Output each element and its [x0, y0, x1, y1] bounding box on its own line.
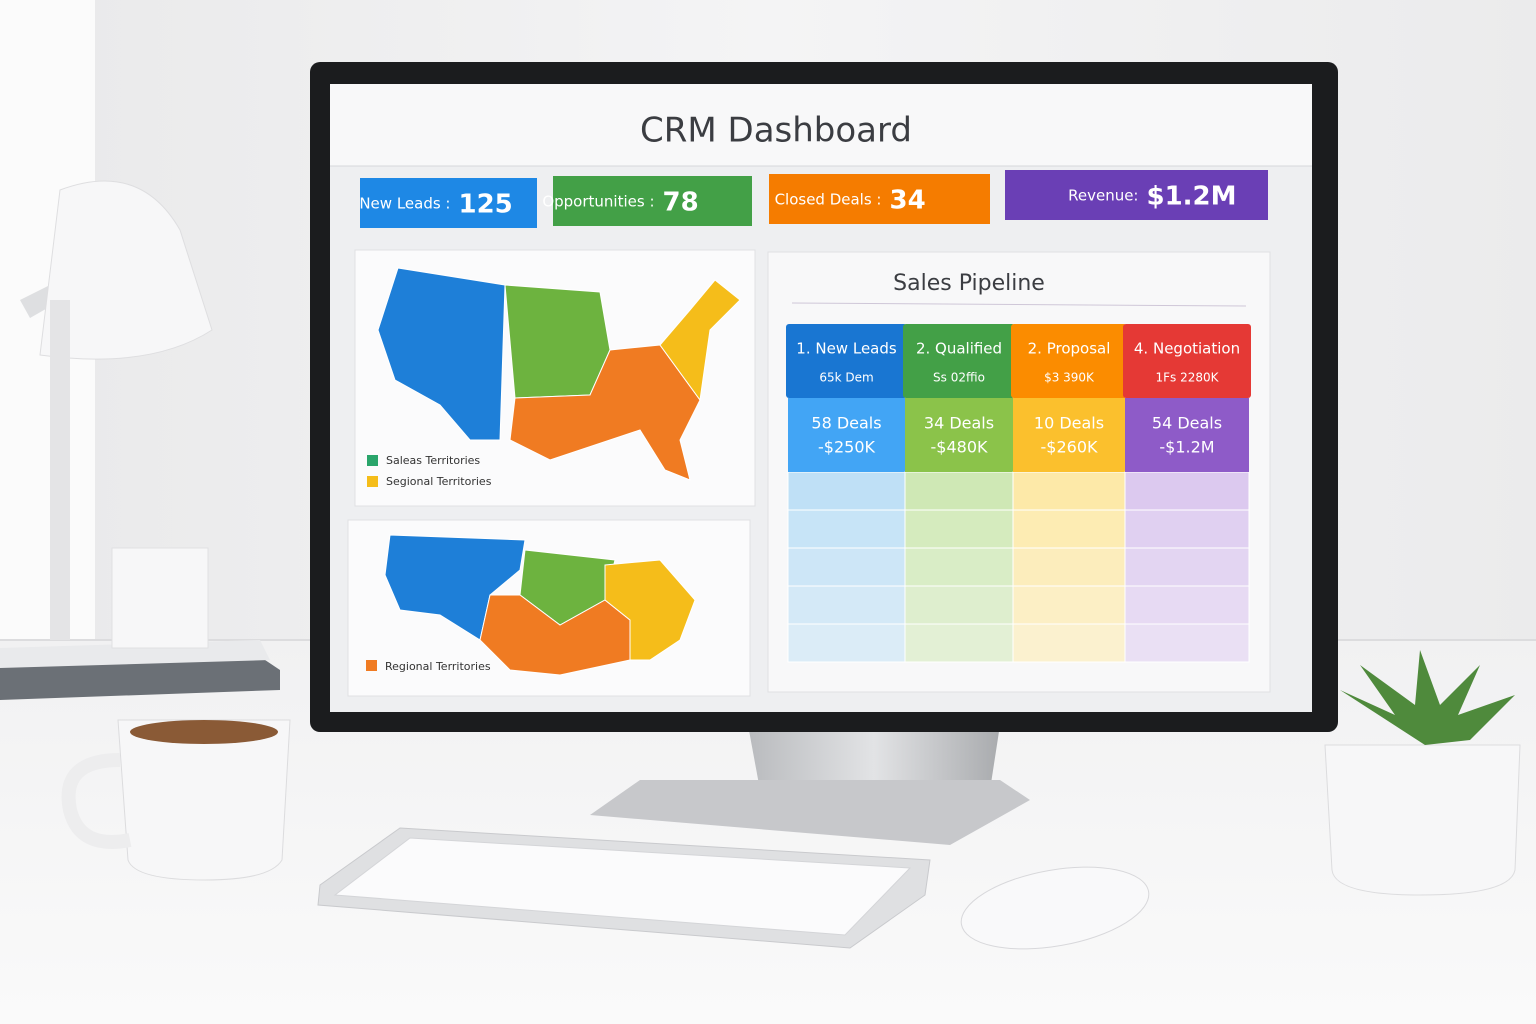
pipeline-row	[904, 509, 1014, 549]
kpi-label: New Leads :	[359, 195, 450, 213]
legend-label: Segional Territories	[386, 475, 492, 488]
legend-swatch	[366, 660, 377, 671]
pipeline-row	[1124, 585, 1250, 625]
kpi-card	[769, 174, 990, 224]
stage-deals: 58 Deals	[811, 414, 881, 433]
mouse	[960, 866, 1150, 950]
pipeline-row	[904, 585, 1014, 625]
stage-name: 1. New Leads	[796, 340, 897, 358]
pipeline-summary	[905, 398, 1013, 472]
pipeline-row	[1124, 509, 1250, 549]
kpi-value: 34	[890, 186, 926, 216]
pipeline-row	[904, 547, 1014, 587]
lamp	[20, 180, 213, 640]
map-region	[504, 284, 611, 399]
stage-sub: 1Fs 2280K	[1155, 371, 1219, 385]
kpi-value: 125	[459, 190, 513, 220]
keyboard-keys	[333, 837, 912, 936]
dashboard-title: CRM Dashboard	[640, 111, 912, 151]
screen-header	[330, 84, 1312, 166]
kpi-card	[360, 178, 537, 228]
monitor-base	[590, 780, 1030, 845]
pipeline-row	[787, 623, 906, 663]
stage-sub: Ss 02ffio	[933, 371, 985, 385]
legend-swatch	[367, 476, 378, 487]
pipeline-summary	[788, 398, 905, 472]
plant-pot	[1324, 744, 1521, 896]
stage-sub: 65k Dem	[819, 371, 873, 385]
pipeline-row	[787, 585, 906, 625]
kpi-label: Revenue:	[1068, 187, 1138, 205]
kpi-card	[1005, 170, 1268, 220]
monitor-neck	[748, 725, 1000, 790]
pipeline-row	[904, 623, 1014, 663]
stage-name: 4. Negotiation	[1134, 340, 1240, 358]
coffee	[130, 720, 278, 744]
mug	[61, 719, 291, 881]
stage-header	[1123, 324, 1251, 398]
pipeline-row	[787, 471, 906, 511]
pipeline-row	[1012, 471, 1126, 511]
legend-label: Regional Territories	[385, 660, 491, 673]
pipeline-row	[904, 471, 1014, 511]
map-region	[509, 344, 701, 481]
us-map-small	[384, 534, 696, 676]
stage-header	[786, 324, 907, 398]
pipeline-row	[1124, 471, 1250, 511]
stage-sub: $3 390K	[1044, 371, 1095, 385]
mug-handle	[61, 753, 132, 849]
pipeline-row	[1012, 509, 1126, 549]
mug-body	[117, 719, 291, 881]
kpi-row: New Leads : 125 Opportunities : 78 Closed De…	[359, 170, 1268, 228]
kpi-value: $1.2M	[1147, 182, 1237, 212]
pipeline-row	[787, 547, 906, 587]
map-region	[604, 559, 696, 661]
stage-amount: -$480K	[931, 438, 988, 457]
pipeline-divider	[791, 302, 1247, 307]
pipeline-row	[787, 509, 906, 549]
us-map	[377, 267, 741, 481]
pipeline-summary	[1125, 398, 1249, 472]
stage-deals: 10 Deals	[1034, 414, 1104, 433]
kpi-card	[553, 176, 752, 226]
pipeline-row	[1124, 623, 1250, 663]
pipeline-summary	[1013, 398, 1125, 472]
map-region	[377, 267, 506, 441]
stage-amount: -$250K	[818, 438, 875, 457]
kpi-label: Opportunities :	[542, 193, 654, 211]
kpi-value: 78	[663, 188, 699, 218]
legend-swatch	[367, 455, 378, 466]
pipeline-row	[1012, 585, 1126, 625]
pipeline-table: 58 Deals -$250K 1. New Leads 65k Dem 34 Deal…	[786, 324, 1251, 663]
stage-name: 2. Proposal	[1028, 340, 1111, 358]
stage-name: 2. Qualified	[916, 340, 1002, 358]
succulent	[1340, 650, 1515, 745]
stage-deals: 34 Deals	[924, 414, 994, 433]
stage-amount: -$1.2M	[1159, 438, 1214, 457]
pipeline-row	[1012, 547, 1126, 587]
kpi-label: Closed Deals :	[775, 191, 882, 209]
pipeline-title: Sales Pipeline	[893, 271, 1045, 296]
stage-deals: 54 Deals	[1152, 414, 1222, 433]
lamp-shade	[39, 180, 213, 360]
lamp-pole	[50, 300, 70, 640]
plant	[1324, 650, 1521, 896]
stage-header	[1011, 324, 1127, 398]
pipeline-row	[1124, 547, 1250, 587]
pipeline-row	[1012, 623, 1126, 663]
stage-header	[903, 324, 1015, 398]
pencil-cup	[111, 547, 209, 649]
map-region	[659, 279, 741, 402]
stage-amount: -$260K	[1041, 438, 1098, 457]
legend-label: Saleas Territories	[386, 454, 480, 467]
